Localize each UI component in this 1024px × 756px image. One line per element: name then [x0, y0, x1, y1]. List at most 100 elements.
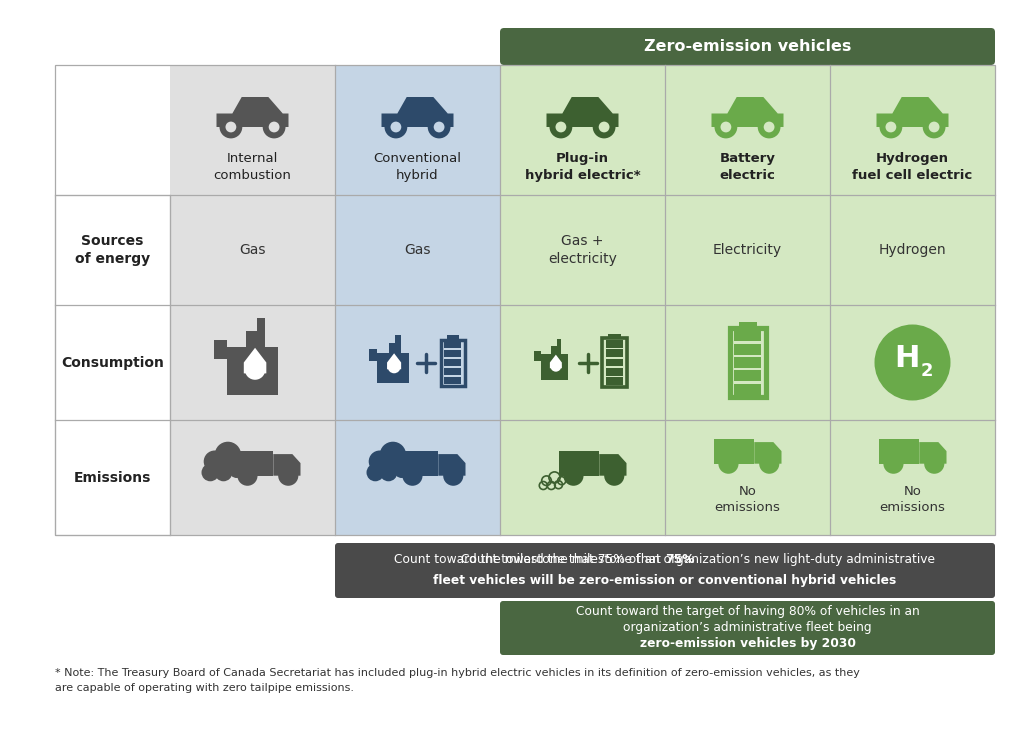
Polygon shape	[377, 342, 409, 383]
Polygon shape	[369, 349, 377, 361]
Circle shape	[390, 122, 401, 132]
Bar	[440, 339, 465, 386]
Polygon shape	[712, 97, 783, 127]
Text: organization’s administrative fleet being: organization’s administrative fleet bein…	[624, 621, 871, 634]
Circle shape	[929, 122, 939, 132]
Circle shape	[443, 466, 463, 486]
Bar	[444, 350, 461, 358]
Circle shape	[380, 442, 407, 468]
Bar	[608, 334, 621, 339]
Bar	[738, 322, 757, 328]
Circle shape	[394, 463, 410, 478]
Polygon shape	[395, 334, 400, 342]
Circle shape	[604, 466, 625, 486]
Bar	[602, 339, 627, 386]
Bar	[232, 451, 273, 476]
Circle shape	[884, 454, 903, 474]
Polygon shape	[382, 97, 454, 127]
Polygon shape	[273, 454, 300, 476]
Bar	[605, 358, 624, 367]
Polygon shape	[438, 454, 466, 476]
Bar	[830, 65, 995, 535]
Circle shape	[563, 466, 584, 486]
Polygon shape	[755, 442, 781, 463]
Circle shape	[719, 454, 738, 474]
Circle shape	[880, 116, 902, 138]
Text: 75%: 75%	[665, 553, 694, 566]
Bar	[734, 357, 761, 368]
Bar	[397, 451, 438, 476]
Circle shape	[402, 466, 423, 486]
Text: are capable of operating with zero tailpipe emissions.: are capable of operating with zero tailp…	[55, 683, 354, 693]
Polygon shape	[599, 454, 627, 476]
Circle shape	[388, 361, 400, 373]
Text: fleet vehicles will be zero-emission or conventional hybrid vehicles: fleet vehicles will be zero-emission or …	[433, 574, 897, 587]
Circle shape	[268, 122, 280, 132]
Bar	[605, 377, 624, 385]
Circle shape	[721, 122, 731, 132]
Text: Sources
of energy: Sources of energy	[75, 234, 151, 266]
Polygon shape	[257, 318, 265, 330]
Circle shape	[925, 454, 944, 474]
Circle shape	[204, 451, 225, 472]
Polygon shape	[877, 97, 948, 127]
Polygon shape	[557, 339, 561, 345]
Circle shape	[428, 116, 451, 138]
Circle shape	[384, 116, 408, 138]
Circle shape	[231, 451, 251, 472]
Bar	[605, 349, 624, 357]
Text: Zero-emission vehicles: Zero-emission vehicles	[644, 39, 851, 54]
FancyBboxPatch shape	[335, 543, 995, 598]
Bar	[605, 368, 624, 376]
Text: * Note: The Treasury Board of Canada Secretariat has included plug-in hybrid ele: * Note: The Treasury Board of Canada Sec…	[55, 668, 860, 678]
Circle shape	[245, 359, 265, 380]
Circle shape	[758, 116, 780, 138]
Circle shape	[551, 361, 561, 372]
Text: 2: 2	[921, 361, 933, 380]
Circle shape	[759, 454, 779, 474]
Bar	[444, 359, 461, 366]
Text: Count toward the milestone that ​75% of an organization’s new light-duty adminis: Count toward the milestone that ​75% of …	[394, 553, 936, 566]
Bar	[170, 65, 335, 535]
Text: Hydrogen
fuel cell electric: Hydrogen fuel cell electric	[852, 152, 973, 182]
Text: Gas +
electricity: Gas + electricity	[548, 234, 616, 266]
Polygon shape	[547, 97, 618, 127]
Bar	[665, 65, 830, 535]
Bar	[879, 438, 920, 463]
Text: Battery
electric: Battery electric	[720, 152, 775, 182]
Circle shape	[229, 463, 245, 478]
Text: No
emissions: No emissions	[880, 485, 945, 514]
Text: Conventional
hybrid: Conventional hybrid	[374, 152, 462, 182]
Text: Gas: Gas	[404, 243, 431, 257]
Polygon shape	[387, 353, 401, 369]
Polygon shape	[920, 442, 946, 463]
Bar	[558, 451, 599, 476]
Bar	[444, 341, 461, 349]
Circle shape	[279, 466, 298, 486]
Text: H: H	[894, 344, 920, 373]
Text: Electricity: Electricity	[713, 243, 782, 257]
Circle shape	[434, 122, 444, 132]
Bar	[444, 376, 461, 384]
Circle shape	[874, 324, 950, 401]
Text: Plug-in
hybrid electric*: Plug-in hybrid electric*	[524, 152, 640, 182]
Circle shape	[215, 463, 232, 482]
Bar	[734, 344, 761, 355]
Bar	[729, 328, 766, 397]
Bar	[446, 336, 459, 339]
Polygon shape	[535, 351, 541, 361]
Text: Consumption: Consumption	[61, 355, 164, 370]
Circle shape	[238, 466, 258, 486]
Polygon shape	[227, 330, 279, 395]
Circle shape	[923, 116, 945, 138]
Bar	[55, 65, 995, 535]
Text: Hydrogen: Hydrogen	[879, 243, 946, 257]
Polygon shape	[550, 355, 562, 368]
Bar	[714, 438, 755, 463]
FancyBboxPatch shape	[500, 601, 995, 655]
Polygon shape	[541, 345, 568, 380]
Polygon shape	[244, 348, 266, 373]
Circle shape	[369, 451, 391, 472]
Circle shape	[380, 463, 397, 482]
Circle shape	[550, 116, 572, 138]
